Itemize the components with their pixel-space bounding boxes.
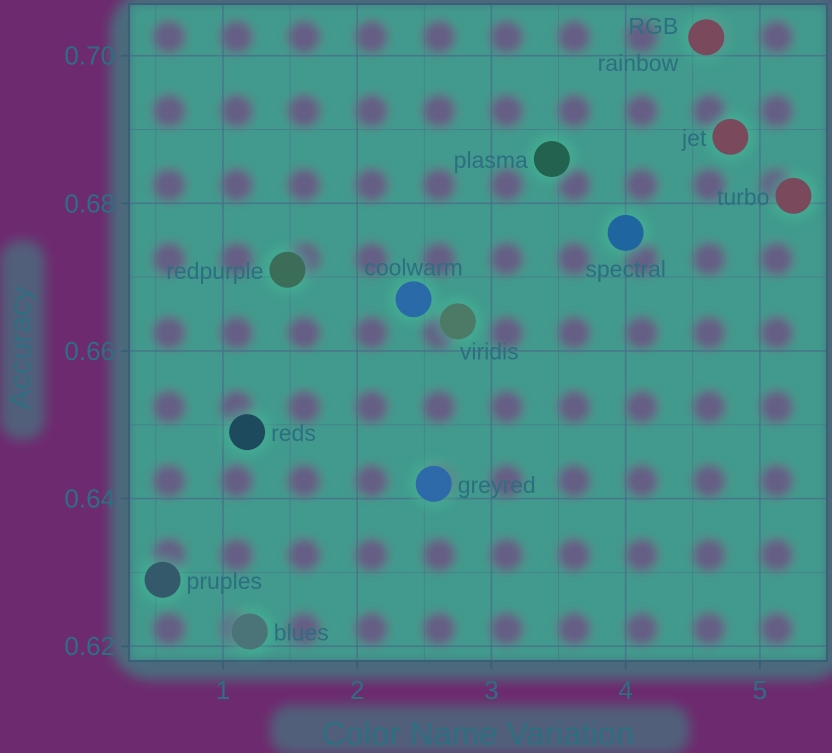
- y-tick-label: 0.62: [64, 631, 115, 661]
- data-point: [607, 214, 644, 251]
- data-point: [775, 177, 812, 214]
- point-label: turbo: [717, 184, 769, 210]
- point-label: rainbow: [598, 50, 679, 76]
- xlabel-glow: [270, 705, 690, 753]
- data-point: [229, 414, 266, 451]
- x-tick-label: 5: [753, 675, 767, 705]
- x-tick-label: 3: [484, 675, 498, 705]
- y-tick-label: 0.70: [64, 41, 115, 71]
- point-label: reds: [271, 420, 316, 446]
- axis-ticks: 1 2 3 4 5 0.62 0.64 0.66 0.68 0.70: [64, 41, 767, 705]
- panel-border: [128, 3, 828, 662]
- data-point: [144, 561, 181, 598]
- point-label: viridis: [460, 338, 519, 364]
- x-tick-label: 4: [618, 675, 632, 705]
- point-label: coolwarm: [364, 254, 462, 280]
- point-label: RGB: [628, 13, 678, 39]
- y-tick-label: 0.68: [64, 188, 115, 218]
- x-axis-title: Color Name Variation: [321, 715, 634, 752]
- point-label: pruples: [187, 568, 262, 594]
- point-label: greyred: [458, 472, 536, 498]
- ylabel-glow: [0, 240, 45, 440]
- data-point: [395, 281, 432, 318]
- point-label: jet: [681, 125, 707, 151]
- data-points: [138, 13, 818, 656]
- point-labels: RGB rainbow jet turbo plasma spectral redpurpl…: [166, 13, 769, 645]
- point-label: blues: [274, 619, 329, 645]
- data-point: [688, 19, 725, 56]
- point-label: redpurple: [166, 258, 263, 284]
- data-point: [231, 613, 268, 650]
- x-tick-label: 1: [216, 675, 230, 705]
- y-tick-label: 0.64: [64, 484, 115, 514]
- data-point: [415, 465, 452, 502]
- point-label: spectral: [585, 256, 666, 282]
- point-label: plasma: [454, 147, 528, 173]
- data-point: [269, 251, 306, 288]
- y-tick-label: 0.66: [64, 336, 115, 366]
- data-point: [439, 303, 476, 340]
- data-point: [712, 118, 749, 155]
- y-axis-title: Accuracy: [4, 286, 37, 409]
- data-point: [533, 141, 570, 178]
- x-tick-label: 2: [350, 675, 364, 705]
- grid-lines: [129, 4, 827, 661]
